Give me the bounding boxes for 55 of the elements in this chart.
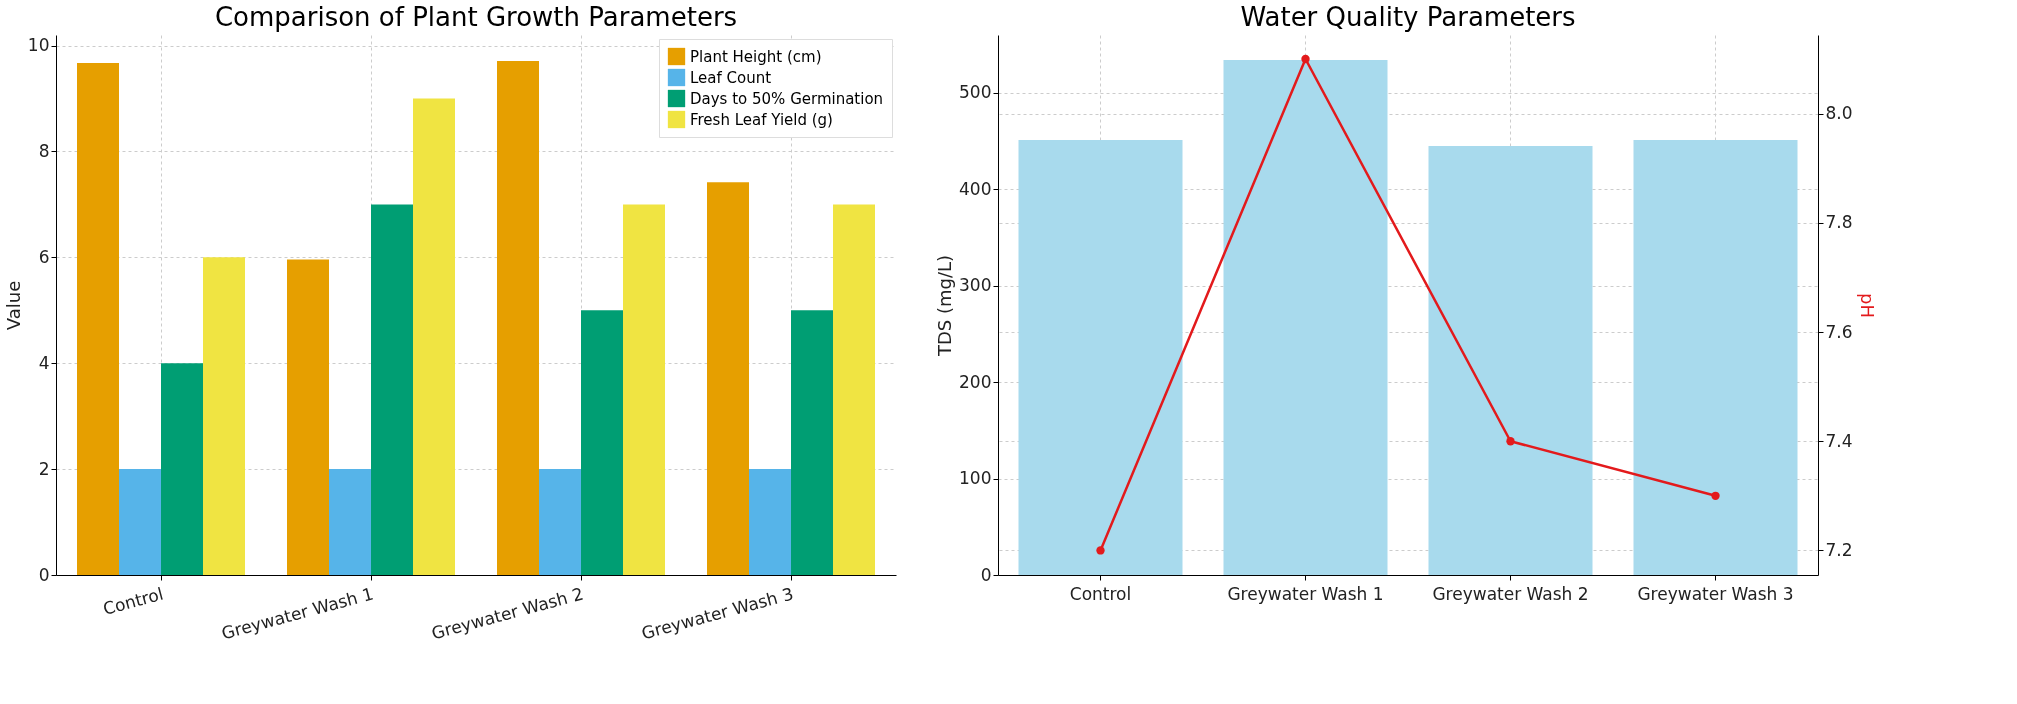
y-tick-label: 8 — [38, 140, 50, 161]
bar — [497, 60, 539, 575]
legend-label: Days to 50% Germination — [690, 89, 884, 108]
bar — [77, 63, 119, 575]
bar — [749, 469, 791, 575]
bar — [287, 259, 329, 575]
y-tick-label: 0 — [38, 564, 50, 585]
y-axis-title: Value — [2, 280, 24, 331]
bar — [203, 257, 245, 575]
point — [1711, 491, 1720, 500]
bar — [329, 469, 371, 575]
y2-tick-label: 7.4 — [1825, 430, 1853, 451]
bar — [413, 98, 455, 575]
y2-tick-label: 7.8 — [1825, 212, 1853, 233]
x-tick-label: Control — [100, 583, 166, 619]
bar — [161, 363, 203, 575]
point — [1506, 437, 1515, 446]
bar — [1428, 145, 1593, 575]
bar — [539, 469, 581, 575]
x-tick-label: Control — [1069, 583, 1132, 604]
bar — [791, 310, 833, 575]
legend-label: Fresh Leaf Yield (g) — [690, 110, 833, 129]
y-axis-title: TDS (mg/L) — [934, 254, 956, 358]
y2-axis-title: pH — [1856, 293, 1878, 318]
x-tick-label: Greywater Wash 2 — [1432, 583, 1589, 604]
bar — [623, 204, 665, 575]
y-tick-label: 10 — [27, 35, 50, 56]
y-tick-label: 300 — [959, 275, 992, 296]
y-tick-label: 4 — [38, 352, 50, 373]
chart-title: Comparison of Plant Growth Parameters — [214, 2, 738, 32]
legend-label: Leaf Count — [690, 68, 772, 87]
bar — [119, 469, 161, 575]
y2-tick-label: 8.0 — [1825, 103, 1853, 124]
bar — [371, 204, 413, 575]
y-tick-label: 400 — [959, 178, 992, 199]
y-tick-label: 200 — [959, 371, 992, 392]
chart-title: Water Quality Parameters — [1240, 2, 1576, 32]
point — [1096, 546, 1105, 555]
y-tick-label: 6 — [38, 246, 50, 267]
y-tick-label: 2 — [38, 458, 50, 479]
legend-label: Plant Height (cm) — [690, 47, 822, 66]
y-tick-label: 100 — [959, 468, 992, 489]
y-tick-label: 500 — [959, 82, 992, 103]
x-tick-label: Greywater Wash 1 — [1227, 583, 1384, 604]
bar — [1018, 140, 1183, 575]
y-tick-label: 0 — [980, 564, 992, 585]
bar — [1633, 140, 1798, 575]
y2-tick-label: 7.2 — [1825, 539, 1853, 560]
bar — [833, 204, 875, 575]
y2-tick-label: 7.6 — [1825, 321, 1853, 342]
bar — [1223, 60, 1388, 575]
point — [1301, 54, 1310, 64]
x-tick-label: Greywater Wash 3 — [1637, 583, 1794, 604]
bar — [707, 182, 749, 575]
bar — [581, 310, 623, 575]
